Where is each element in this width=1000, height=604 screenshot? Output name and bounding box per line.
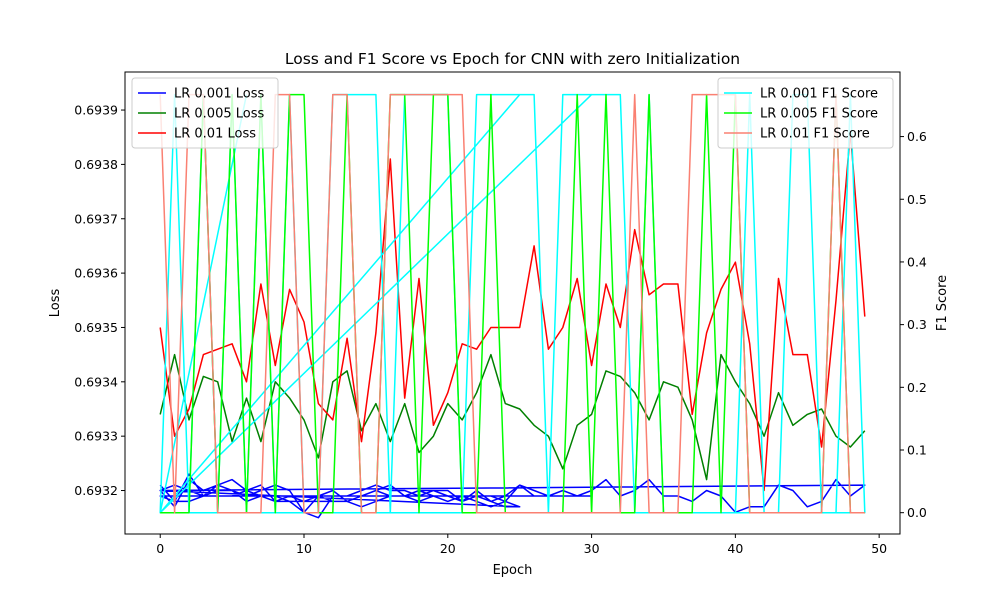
right-y-tick-label: 0.6 (907, 129, 927, 144)
right-y-tick-label: 0.4 (907, 254, 927, 269)
legend-right: LR 0.001 F1 Score LR 0.005 F1 Score LR 0.0… (717, 77, 894, 149)
left-y-tick-label: 0.6939 (74, 103, 118, 118)
x-tick-label: 20 (440, 541, 456, 556)
x-tick-label: 40 (727, 541, 743, 556)
right-y-tick-label: 0.2 (907, 380, 927, 395)
left-y-tick-label: 0.6932 (74, 483, 118, 498)
legend-label: LR 0.001 F1 Score (760, 87, 878, 102)
left-y-axis-label: Loss (48, 289, 63, 318)
legend-label: LR 0.005 F1 Score (760, 107, 878, 122)
legend-box (717, 77, 894, 149)
left-y-tick-label: 0.6934 (74, 374, 118, 389)
x-tick-label: 10 (296, 541, 312, 556)
right-y-axis-label: F1 Score (935, 275, 950, 331)
left-y-tick-label: 0.6935 (74, 320, 118, 335)
series-line-lr-0-005-loss (159, 353, 866, 481)
legend-label: LR 0.005 Loss (174, 107, 264, 122)
legend-left: LR 0.001 Loss LR 0.005 Loss LR 0.01 Loss (131, 77, 279, 149)
x-tick-label: 50 (871, 541, 887, 556)
left-y-axis-ticks: 0.6932 0.6933 0.6934 0.6935 0.6936 0.6937 0.69… (74, 103, 125, 498)
legend-label: LR 0.01 F1 Score (760, 127, 870, 142)
right-y-tick-label: 0.3 (907, 317, 927, 332)
left-y-tick-label: 0.6933 (74, 429, 118, 444)
chart-title: Loss and F1 Score vs Epoch for CNN with … (285, 50, 740, 68)
plot-area (159, 93, 866, 519)
x-axis-label: Epoch (493, 563, 533, 578)
left-y-tick-label: 0.6938 (74, 157, 118, 172)
right-y-axis-ticks: 0.0 0.1 0.2 0.3 0.4 0.5 0.6 (900, 129, 927, 520)
legend-label: LR 0.01 Loss (174, 127, 256, 142)
right-y-tick-label: 0.0 (907, 505, 927, 520)
left-y-tick-label: 0.6936 (74, 266, 118, 281)
x-axis-ticks: 0 10 20 30 40 50 (156, 534, 887, 556)
legend-box (131, 77, 279, 149)
series-line-lr-0-01-loss (159, 131, 866, 492)
legend-label: LR 0.001 Loss (174, 87, 264, 102)
plot-frame (124, 71, 901, 535)
left-y-tick-label: 0.6937 (74, 211, 118, 226)
series-line-lr-0-001-loss (159, 473, 866, 519)
right-y-tick-label: 0.1 (907, 443, 927, 458)
x-tick-label: 0 (156, 541, 164, 556)
right-y-tick-label: 0.5 (907, 192, 927, 207)
x-tick-label: 30 (584, 541, 600, 556)
